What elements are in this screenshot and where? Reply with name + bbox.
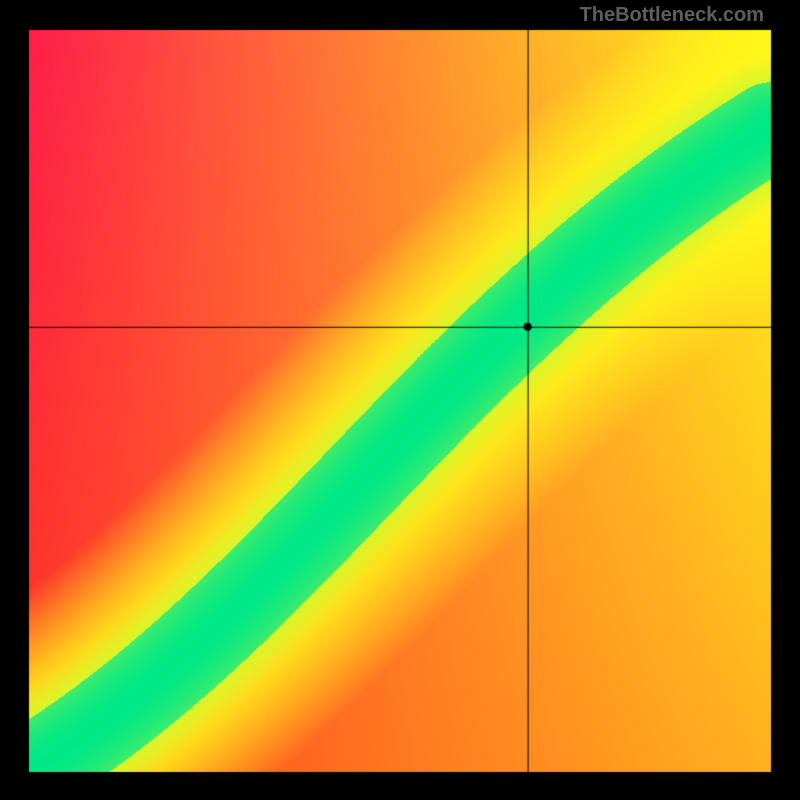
chart-container: { "watermark": { "text": "TheBottleneck.…	[0, 0, 800, 800]
watermark-text: TheBottleneck.com	[580, 4, 764, 27]
heatmap-canvas	[0, 0, 800, 800]
